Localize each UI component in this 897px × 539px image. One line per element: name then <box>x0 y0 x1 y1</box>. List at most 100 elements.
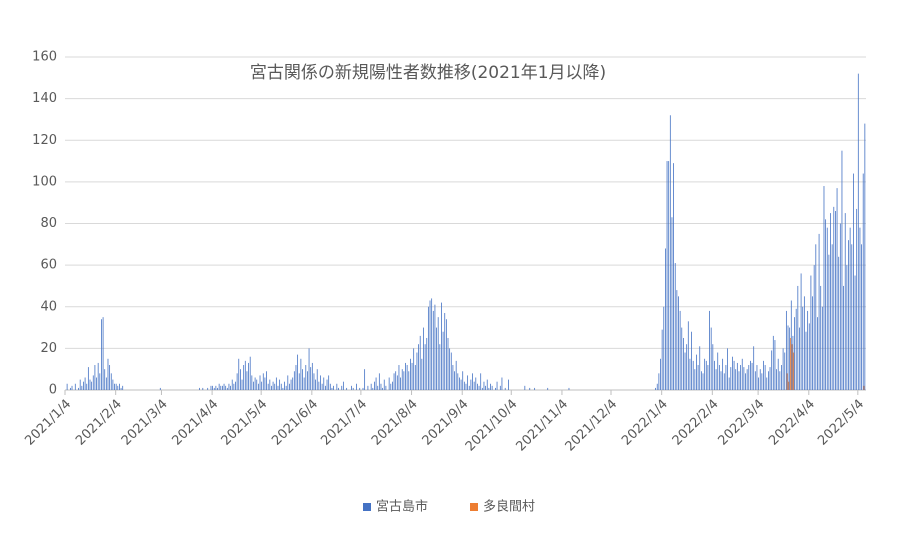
bar <box>241 379 243 390</box>
bar <box>328 375 330 390</box>
bar <box>300 358 302 390</box>
bar <box>689 358 691 390</box>
bar <box>297 354 299 390</box>
bar <box>226 387 228 390</box>
bar <box>473 381 475 390</box>
bar <box>712 344 714 390</box>
bar <box>828 254 830 390</box>
bar <box>699 346 701 390</box>
bar <box>293 371 295 390</box>
bar <box>710 327 712 390</box>
bar <box>199 387 200 390</box>
bar <box>486 379 488 390</box>
bar <box>788 381 790 390</box>
bar <box>396 375 398 390</box>
bar <box>748 365 750 390</box>
bar <box>321 383 323 390</box>
bar <box>267 383 269 390</box>
bar <box>508 379 509 390</box>
y-tick-label: 40 <box>40 299 57 314</box>
bar <box>849 227 851 390</box>
bar <box>257 383 259 390</box>
bar <box>362 387 364 390</box>
bar <box>375 377 377 390</box>
bar <box>673 163 674 390</box>
bar <box>696 354 697 390</box>
bar <box>490 383 491 390</box>
bar <box>758 377 759 390</box>
bar <box>496 381 498 390</box>
bar <box>120 387 122 390</box>
bar <box>793 352 795 390</box>
bar <box>826 227 828 390</box>
bar <box>821 306 823 390</box>
bar <box>313 373 315 390</box>
bar <box>395 371 397 390</box>
bar <box>269 379 271 390</box>
bar <box>687 321 689 390</box>
bar <box>658 373 660 390</box>
bar <box>743 367 745 390</box>
bar <box>470 379 472 390</box>
bar <box>501 377 503 390</box>
bar <box>228 383 230 390</box>
bar <box>323 377 325 390</box>
bar <box>848 240 849 390</box>
bar <box>94 365 96 390</box>
bar <box>666 161 668 390</box>
bar <box>447 337 449 390</box>
bar <box>655 387 657 390</box>
bar <box>377 385 379 390</box>
bar <box>766 377 768 390</box>
bar <box>736 362 738 390</box>
bar <box>84 377 86 390</box>
bar <box>326 379 328 390</box>
bar <box>481 387 483 390</box>
bar <box>714 360 715 390</box>
bar <box>290 379 292 390</box>
bar <box>854 275 856 390</box>
bar <box>789 327 791 390</box>
bar <box>333 385 334 390</box>
bar <box>841 150 843 390</box>
bar <box>785 310 787 390</box>
bar <box>239 369 241 390</box>
bar <box>800 273 802 390</box>
y-tick-label: 0 <box>49 383 57 398</box>
bar <box>244 360 246 390</box>
bar <box>705 360 707 390</box>
bar <box>414 365 416 390</box>
bar <box>352 387 354 390</box>
bar <box>419 335 421 390</box>
bar <box>791 344 793 390</box>
bar <box>81 385 83 390</box>
bar <box>236 373 238 390</box>
bar <box>403 371 405 390</box>
bar <box>728 377 730 390</box>
bar <box>432 310 434 390</box>
bar <box>390 383 392 390</box>
bar <box>279 379 281 390</box>
bar <box>684 352 686 390</box>
bar <box>547 387 549 390</box>
bar <box>750 360 751 390</box>
bar <box>97 362 99 390</box>
bar <box>786 373 788 390</box>
bar <box>89 379 91 390</box>
bar <box>434 304 436 390</box>
bar <box>261 381 263 390</box>
bar <box>691 331 692 390</box>
bar <box>803 296 805 390</box>
y-tick-label: 120 <box>32 133 57 148</box>
bar <box>478 385 480 390</box>
bar <box>454 371 455 390</box>
bar <box>692 360 694 390</box>
bar <box>411 362 413 390</box>
bar <box>418 344 419 390</box>
bar <box>114 383 115 390</box>
bar <box>115 383 117 390</box>
bar <box>78 387 79 390</box>
bar <box>779 371 781 390</box>
bar <box>823 186 825 390</box>
bar <box>424 344 426 390</box>
